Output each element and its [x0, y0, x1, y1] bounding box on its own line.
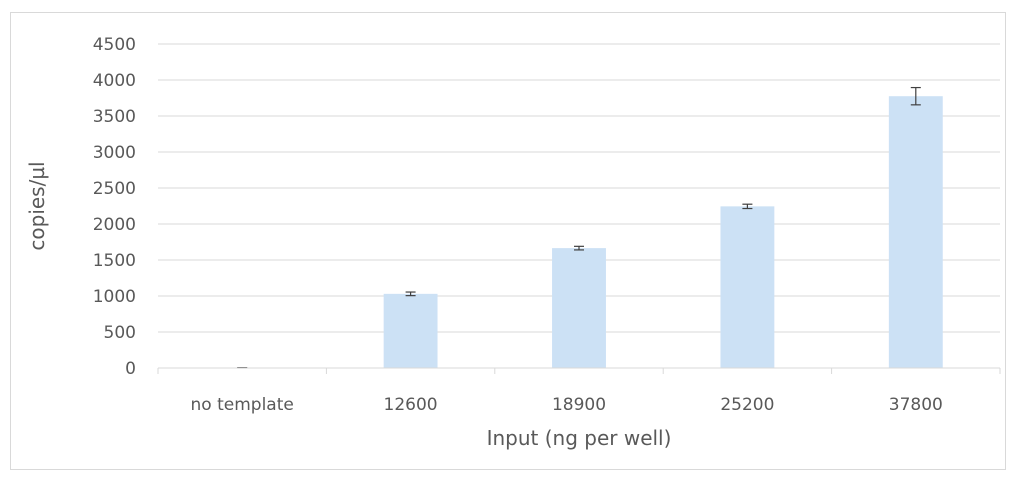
- chart-frame: [10, 12, 1006, 470]
- x-tick-label: no template: [191, 395, 294, 415]
- error-bar: [910, 86, 921, 106]
- y-tick-label: 1000: [93, 287, 136, 307]
- y-tick-label: 1500: [93, 251, 136, 271]
- bar: [552, 248, 606, 368]
- x-tick-label: 18900: [552, 395, 606, 415]
- x-tick-label: 25200: [720, 395, 774, 415]
- y-axis-title: copies/µl: [25, 161, 49, 250]
- y-tick-labels: 0 500 1000 1500 2000 2500 3000 3500 4000 4500: [93, 35, 136, 379]
- error-bar: [574, 245, 584, 251]
- y-tick-label: 3500: [93, 107, 136, 127]
- y-tick-label: 3000: [93, 143, 136, 163]
- bars: [215, 96, 943, 368]
- bar: [720, 206, 775, 368]
- y-tick-label: 500: [104, 323, 136, 343]
- x-tick-label: 37800: [889, 395, 943, 415]
- y-tick-label: 2000: [93, 215, 136, 235]
- y-tick-label: 2500: [93, 179, 136, 199]
- y-tick-label: 4500: [93, 35, 136, 55]
- x-tick-label: 12600: [384, 395, 438, 415]
- x-axis-tick-marks: [157, 368, 1001, 374]
- bar: [888, 96, 943, 368]
- bar: [383, 293, 438, 368]
- gridlines: [158, 43, 1000, 333]
- x-axis-title: Input (ng per well): [487, 426, 672, 450]
- error-bar: [405, 291, 416, 297]
- y-tick-label: 4000: [93, 71, 136, 91]
- error-bar: [742, 203, 753, 210]
- x-tick-labels: no template 12600 18900 25200 37800: [191, 395, 943, 415]
- y-tick-label: 0: [125, 359, 136, 379]
